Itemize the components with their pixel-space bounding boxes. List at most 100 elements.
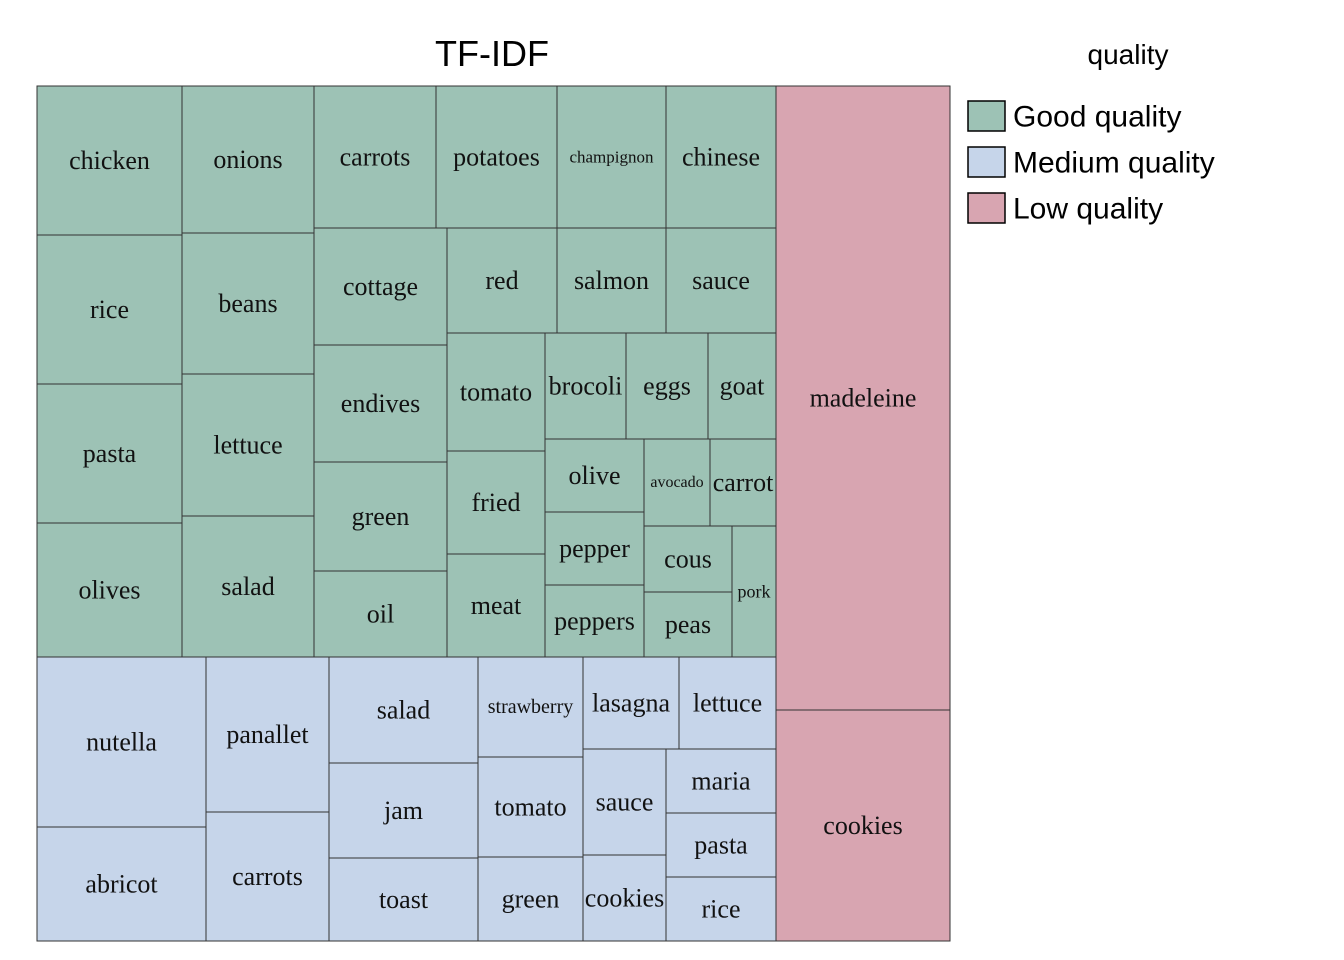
tile-label-medium-quality-carrots: carrots	[232, 862, 303, 891]
tile-label-good-quality-green: green	[352, 502, 410, 531]
tile-good-quality-potatoes	[435, 85, 558, 229]
tile-label-medium-quality-jam: jam	[383, 796, 423, 825]
tile-good-quality-avocado	[643, 438, 711, 527]
tile-label-good-quality-eggs: eggs	[643, 372, 691, 401]
tile-medium-quality-abricot	[36, 826, 207, 942]
tile-label-good-quality-goat: goat	[720, 372, 766, 401]
tile-good-quality-red	[446, 227, 558, 334]
tile-label-good-quality-pork: pork	[738, 582, 771, 602]
tile-label-good-quality-brocoli: brocoli	[549, 372, 623, 401]
legend: quality Good quality Medium quality Low qu…	[967, 39, 1215, 226]
tile-good-quality-olives	[36, 522, 183, 658]
tile-label-good-quality-beans: beans	[218, 289, 277, 318]
tile-good-quality-green	[313, 461, 448, 572]
tile-label-medium-quality-panallet: panallet	[226, 720, 309, 749]
tile-good-quality-sauce	[665, 227, 777, 334]
tile-good-quality-beans	[181, 232, 315, 375]
tile-label-low-quality-madeleine: madeleine	[810, 384, 917, 413]
tile-label-medium-quality-tomato: tomato	[494, 793, 566, 822]
tile-medium-quality-salad	[328, 656, 479, 764]
legend-swatch-good-quality	[967, 100, 1006, 132]
tile-label-good-quality-salad: salad	[221, 572, 274, 601]
tile-label-good-quality-endives: endives	[341, 389, 420, 418]
tile-label-good-quality-onions: onions	[213, 145, 282, 174]
tile-medium-quality-lettuce	[678, 656, 777, 750]
tile-good-quality-eggs	[625, 332, 709, 440]
tile-good-quality-onions	[181, 85, 315, 234]
tile-good-quality-pasta	[36, 383, 183, 524]
tile-label-medium-quality-pasta: pasta	[694, 831, 748, 860]
tile-label-good-quality-rice: rice	[90, 295, 129, 324]
tile-label-good-quality-lettuce: lettuce	[213, 431, 282, 460]
tile-good-quality-peas	[643, 591, 733, 658]
tile-label-good-quality-salmon: salmon	[574, 266, 649, 295]
tile-label-medium-quality-rice: rice	[702, 895, 741, 924]
tile-label-good-quality-pasta: pasta	[83, 439, 137, 468]
legend-label-medium-quality: Medium quality	[1013, 147, 1215, 180]
tile-good-quality-brocoli	[544, 332, 627, 440]
tile-label-good-quality-cottage: cottage	[343, 272, 418, 301]
tile-label-good-quality-potatoes: potatoes	[453, 143, 540, 172]
tile-label-good-quality-meat: meat	[471, 591, 522, 620]
tile-label-medium-quality-salad: salad	[377, 696, 430, 725]
tile-label-good-quality-olive: olive	[569, 461, 621, 490]
tile-label-good-quality-champignon: champignon	[569, 148, 654, 167]
tile-label-medium-quality-lettuce: lettuce	[693, 689, 762, 718]
tile-medium-quality-maria	[665, 748, 777, 814]
tile-group-medium-quality: nutella abricot panallet carrots salad jam toa…	[36, 656, 777, 942]
tile-label-medium-quality-nutella: nutella	[86, 728, 157, 757]
tile-medium-quality-tomato	[477, 756, 584, 858]
tile-label-good-quality-red: red	[485, 266, 518, 295]
tile-label-medium-quality-lasagna: lasagna	[592, 689, 670, 718]
tile-label-low-quality-cookies: cookies	[823, 811, 902, 840]
legend-title: quality	[1088, 39, 1169, 70]
tile-label-medium-quality-abricot: abricot	[85, 870, 158, 899]
tile-good-quality-fried	[446, 450, 546, 555]
tile-label-good-quality-sauce: sauce	[692, 266, 750, 295]
tile-good-quality-chicken	[36, 85, 183, 236]
tile-label-medium-quality-maria: maria	[691, 767, 751, 796]
tile-label-medium-quality-cookies: cookies	[585, 884, 664, 913]
tile-medium-quality-nutella	[36, 656, 207, 828]
tile-medium-quality-green	[477, 856, 584, 942]
tile-good-quality-salad	[181, 515, 315, 658]
tile-medium-quality-pasta	[665, 812, 777, 878]
tile-label-good-quality-chicken: chicken	[69, 146, 150, 175]
tile-medium-quality-cookies	[582, 854, 667, 942]
tile-good-quality-endives	[313, 344, 448, 463]
tile-label-good-quality-peas: peas	[665, 610, 711, 639]
treemap-border	[36, 85, 951, 942]
tile-label-good-quality-avocado: avocado	[650, 474, 703, 491]
legend-swatch-low-quality	[967, 192, 1006, 224]
tile-medium-quality-toast	[328, 857, 479, 942]
tile-medium-quality-carrots	[205, 811, 330, 942]
tile-label-good-quality-carrots: carrots	[340, 143, 411, 172]
legend-swatch-medium-quality	[967, 146, 1006, 178]
tile-good-quality-rice	[36, 234, 183, 385]
legend-label-low-quality: Low quality	[1013, 193, 1163, 226]
tile-label-medium-quality-strawberry: strawberry	[488, 696, 574, 718]
tile-good-quality-goat	[707, 332, 777, 440]
chart-title: TF-IDF	[435, 33, 549, 74]
tile-label-good-quality-pepper: pepper	[559, 534, 630, 563]
tile-medium-quality-rice	[665, 876, 777, 942]
tile-medium-quality-jam	[328, 762, 479, 859]
tile-group-low-quality: madeleine cookies	[775, 85, 951, 942]
tile-label-good-quality-carrot: carrot	[713, 468, 774, 497]
tile-label-medium-quality-toast: toast	[379, 885, 429, 914]
tile-medium-quality-sauce	[582, 748, 667, 856]
tile-label-good-quality-tomato: tomato	[460, 378, 532, 407]
tile-label-good-quality-oil: oil	[367, 600, 394, 629]
tile-good-quality-pepper	[544, 511, 645, 586]
tile-good-quality-cottage	[313, 227, 448, 346]
tile-good-quality-oil	[313, 570, 448, 658]
tile-good-quality-chinese	[665, 85, 777, 229]
tile-label-good-quality-peppers: peppers	[554, 607, 635, 636]
tile-good-quality-tomato	[446, 332, 546, 452]
tile-label-good-quality-fried: fried	[471, 488, 520, 517]
tile-label-good-quality-cous: cous	[664, 545, 712, 574]
tile-label-good-quality-chinese: chinese	[682, 143, 760, 172]
treemap-tiles: chicken rice pasta olives onions beans lettuce…	[36, 85, 951, 942]
tile-good-quality-pork	[731, 525, 777, 658]
